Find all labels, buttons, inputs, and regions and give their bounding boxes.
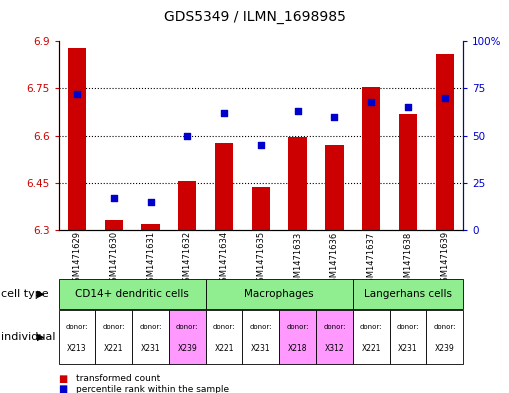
Text: donor:: donor: [397,325,419,331]
Text: donor:: donor: [323,325,346,331]
Text: donor:: donor: [102,325,125,331]
Point [404,104,412,110]
Text: X213: X213 [67,344,87,353]
Text: CD14+ dendritic cells: CD14+ dendritic cells [75,289,189,299]
Point [183,132,191,139]
Point [109,195,118,201]
Text: donor:: donor: [434,325,456,331]
Point [220,110,228,116]
Text: X231: X231 [398,344,418,353]
Text: X221: X221 [104,344,124,353]
Point [294,108,302,114]
Text: donor:: donor: [249,325,272,331]
Point [330,114,338,120]
Point [147,198,155,205]
Bar [68,48,86,230]
Text: transformed count: transformed count [76,375,161,383]
Text: X239: X239 [178,344,197,353]
Bar [436,54,454,230]
Text: percentile rank within the sample: percentile rank within the sample [76,385,230,393]
Text: X218: X218 [288,344,307,353]
Text: individual: individual [1,332,55,342]
Text: Macrophages: Macrophages [244,289,314,299]
Bar [142,224,160,230]
Text: Langerhans cells: Langerhans cells [364,289,452,299]
Text: X231: X231 [140,344,160,353]
Text: donor:: donor: [360,325,382,331]
Bar [362,87,380,230]
Text: donor:: donor: [213,325,235,331]
Text: donor:: donor: [287,325,309,331]
Bar [178,181,196,230]
Point [367,99,375,105]
Text: ▶: ▶ [37,332,44,342]
Text: ▶: ▶ [37,289,44,299]
Bar [104,220,123,230]
Text: X312: X312 [325,344,344,353]
Bar [289,137,307,230]
Bar [325,145,344,230]
Text: ■: ■ [59,374,68,384]
Point [73,91,81,97]
Text: cell type: cell type [1,289,49,299]
Text: X221: X221 [214,344,234,353]
Text: donor:: donor: [66,325,88,331]
Text: GDS5349 / ILMN_1698985: GDS5349 / ILMN_1698985 [163,10,346,24]
Text: donor:: donor: [176,325,199,331]
Point [441,95,449,101]
Point [257,142,265,148]
Text: ■: ■ [59,384,68,393]
Text: donor:: donor: [139,325,162,331]
Text: X221: X221 [361,344,381,353]
Bar [215,143,233,230]
Bar [399,114,417,230]
Text: X231: X231 [251,344,271,353]
Bar [251,187,270,230]
Text: X239: X239 [435,344,455,353]
